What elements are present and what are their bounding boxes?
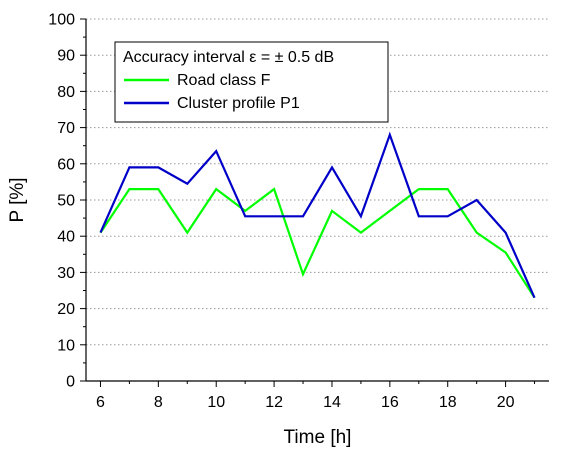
legend-label-2: Cluster profile P1 [177, 95, 300, 112]
y-tick-label: 20 [57, 301, 75, 318]
y-tick-label: 100 [48, 12, 75, 29]
legend: Accuracy interval ε = ± 0.5 dB Road clas… [114, 41, 389, 123]
x-tick-label: 14 [323, 394, 341, 411]
x-tick-label: 12 [265, 394, 283, 411]
y-axis-title: P [%] [7, 177, 28, 222]
y-tick-label: 30 [57, 265, 75, 282]
y-tick-label: 70 [57, 120, 75, 137]
x-tick-label: 18 [439, 394, 457, 411]
y-tick-label: 80 [57, 84, 75, 101]
y-tick-label: 50 [57, 193, 75, 210]
legend-title: Accuracy interval ε = ± 0.5 dB [123, 49, 334, 66]
axes: 0 10 20 30 40 50 60 70 80 90 100 6 8 10 12 14 16 18 20 [48, 12, 549, 411]
y-tick-label: 0 [66, 374, 75, 391]
series-line-1 [99, 187, 536, 299]
x-tick-label: 16 [381, 394, 399, 411]
series-line-2 [99, 131, 536, 299]
series-layer [99, 131, 536, 299]
y-tick-label: 90 [57, 48, 75, 65]
x-tick-label: 20 [497, 394, 515, 411]
y-tick-label: 10 [57, 337, 75, 354]
x-tick-label: 10 [207, 394, 225, 411]
y-tick-label: 60 [57, 156, 75, 173]
y-tick-label: 40 [57, 229, 75, 246]
legend-label-1: Road class F [177, 72, 271, 89]
legend-box [114, 41, 389, 123]
x-tick-label: 6 [96, 394, 105, 411]
x-axis-title: Time [h] [284, 427, 352, 448]
x-tick-label: 8 [154, 394, 163, 411]
